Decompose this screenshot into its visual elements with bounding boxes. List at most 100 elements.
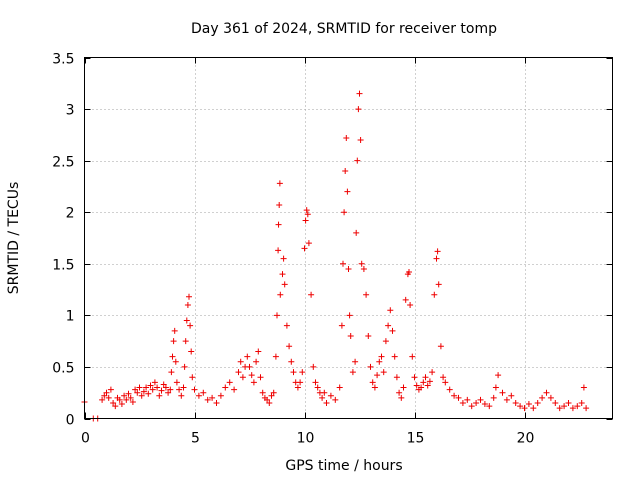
data-point — [231, 386, 238, 393]
data-point — [107, 386, 114, 393]
data-point — [110, 400, 117, 407]
data-point — [352, 358, 359, 365]
data-point — [259, 389, 266, 396]
data-point — [503, 396, 510, 403]
data-point — [145, 390, 152, 397]
data-point — [255, 348, 262, 355]
data-point — [181, 363, 188, 370]
y-tick-label: 3 — [66, 103, 75, 119]
data-point — [172, 358, 179, 365]
data-point — [182, 338, 189, 345]
data-point — [406, 269, 412, 276]
data-point — [341, 209, 348, 216]
y-tick-label: 2.5 — [52, 155, 74, 171]
data-point — [103, 389, 110, 396]
data-point — [418, 384, 425, 391]
data-point — [578, 400, 585, 407]
data-point — [495, 372, 502, 379]
data-point — [305, 240, 312, 247]
x-tick-label: 15 — [407, 431, 425, 447]
y-tick-label: 0 — [66, 413, 75, 429]
data-point — [275, 221, 282, 228]
grid-lines — [84, 57, 613, 419]
data-point — [451, 392, 458, 399]
data-point — [367, 363, 374, 370]
data-point — [189, 374, 196, 381]
data-point — [118, 401, 125, 408]
data-point — [222, 384, 229, 391]
plot-frame — [84, 57, 613, 419]
data-point — [277, 291, 284, 298]
data-point — [389, 327, 396, 334]
data-point — [353, 229, 360, 236]
data-point — [422, 374, 429, 381]
y-tick-label: 3.5 — [52, 52, 74, 68]
data-point — [385, 322, 392, 329]
data-point — [244, 353, 251, 360]
data-point — [420, 379, 427, 386]
data-point — [314, 384, 321, 391]
data-point — [349, 369, 356, 376]
data-point — [342, 167, 349, 174]
data-point — [140, 388, 147, 395]
data-point — [547, 394, 554, 401]
data-point — [374, 372, 381, 379]
data-point — [276, 180, 283, 187]
y-tick-label: 0.5 — [52, 361, 74, 377]
data-point — [354, 157, 361, 164]
x-tick-label: 10 — [297, 431, 315, 447]
data-point — [116, 396, 123, 403]
data-point — [136, 384, 143, 391]
data-point — [530, 405, 537, 412]
data-point — [344, 188, 351, 195]
data-point — [283, 322, 290, 329]
data-point — [464, 396, 471, 403]
data-point — [481, 401, 488, 408]
data-point — [239, 374, 246, 381]
data-point — [281, 281, 288, 288]
data-point — [138, 392, 145, 399]
data-point — [360, 265, 367, 272]
data-point — [101, 392, 108, 399]
data-point — [347, 332, 354, 339]
data-point — [168, 369, 175, 376]
data-point — [556, 405, 563, 412]
data-point — [512, 400, 519, 407]
data-point — [246, 363, 253, 370]
data-point — [323, 400, 330, 407]
data-point — [286, 343, 293, 350]
data-point — [411, 374, 418, 381]
data-point — [340, 260, 346, 267]
data-point — [204, 396, 211, 403]
data-point — [184, 302, 191, 309]
data-point — [264, 396, 271, 403]
axis-ticks — [84, 57, 613, 420]
data-point — [105, 394, 112, 401]
data-points — [81, 90, 590, 422]
data-point — [151, 379, 158, 386]
data-point — [424, 382, 431, 389]
data-point — [272, 353, 279, 360]
data-point — [437, 343, 444, 350]
data-point — [477, 396, 484, 403]
data-point — [125, 390, 132, 397]
data-point — [455, 394, 462, 401]
data-point — [297, 379, 304, 386]
data-point — [170, 338, 177, 345]
x-tick-label: 5 — [191, 431, 200, 447]
data-point — [391, 353, 398, 360]
data-point — [132, 386, 139, 393]
data-point — [288, 358, 295, 365]
data-point — [235, 369, 242, 376]
data-point — [355, 106, 362, 113]
data-point — [303, 207, 310, 214]
data-point — [574, 403, 581, 410]
data-point — [429, 369, 436, 376]
data-point — [99, 396, 106, 403]
data-point — [552, 400, 559, 407]
data-point — [257, 374, 264, 381]
data-point — [442, 379, 449, 386]
data-point — [169, 353, 176, 360]
data-point — [275, 247, 282, 254]
